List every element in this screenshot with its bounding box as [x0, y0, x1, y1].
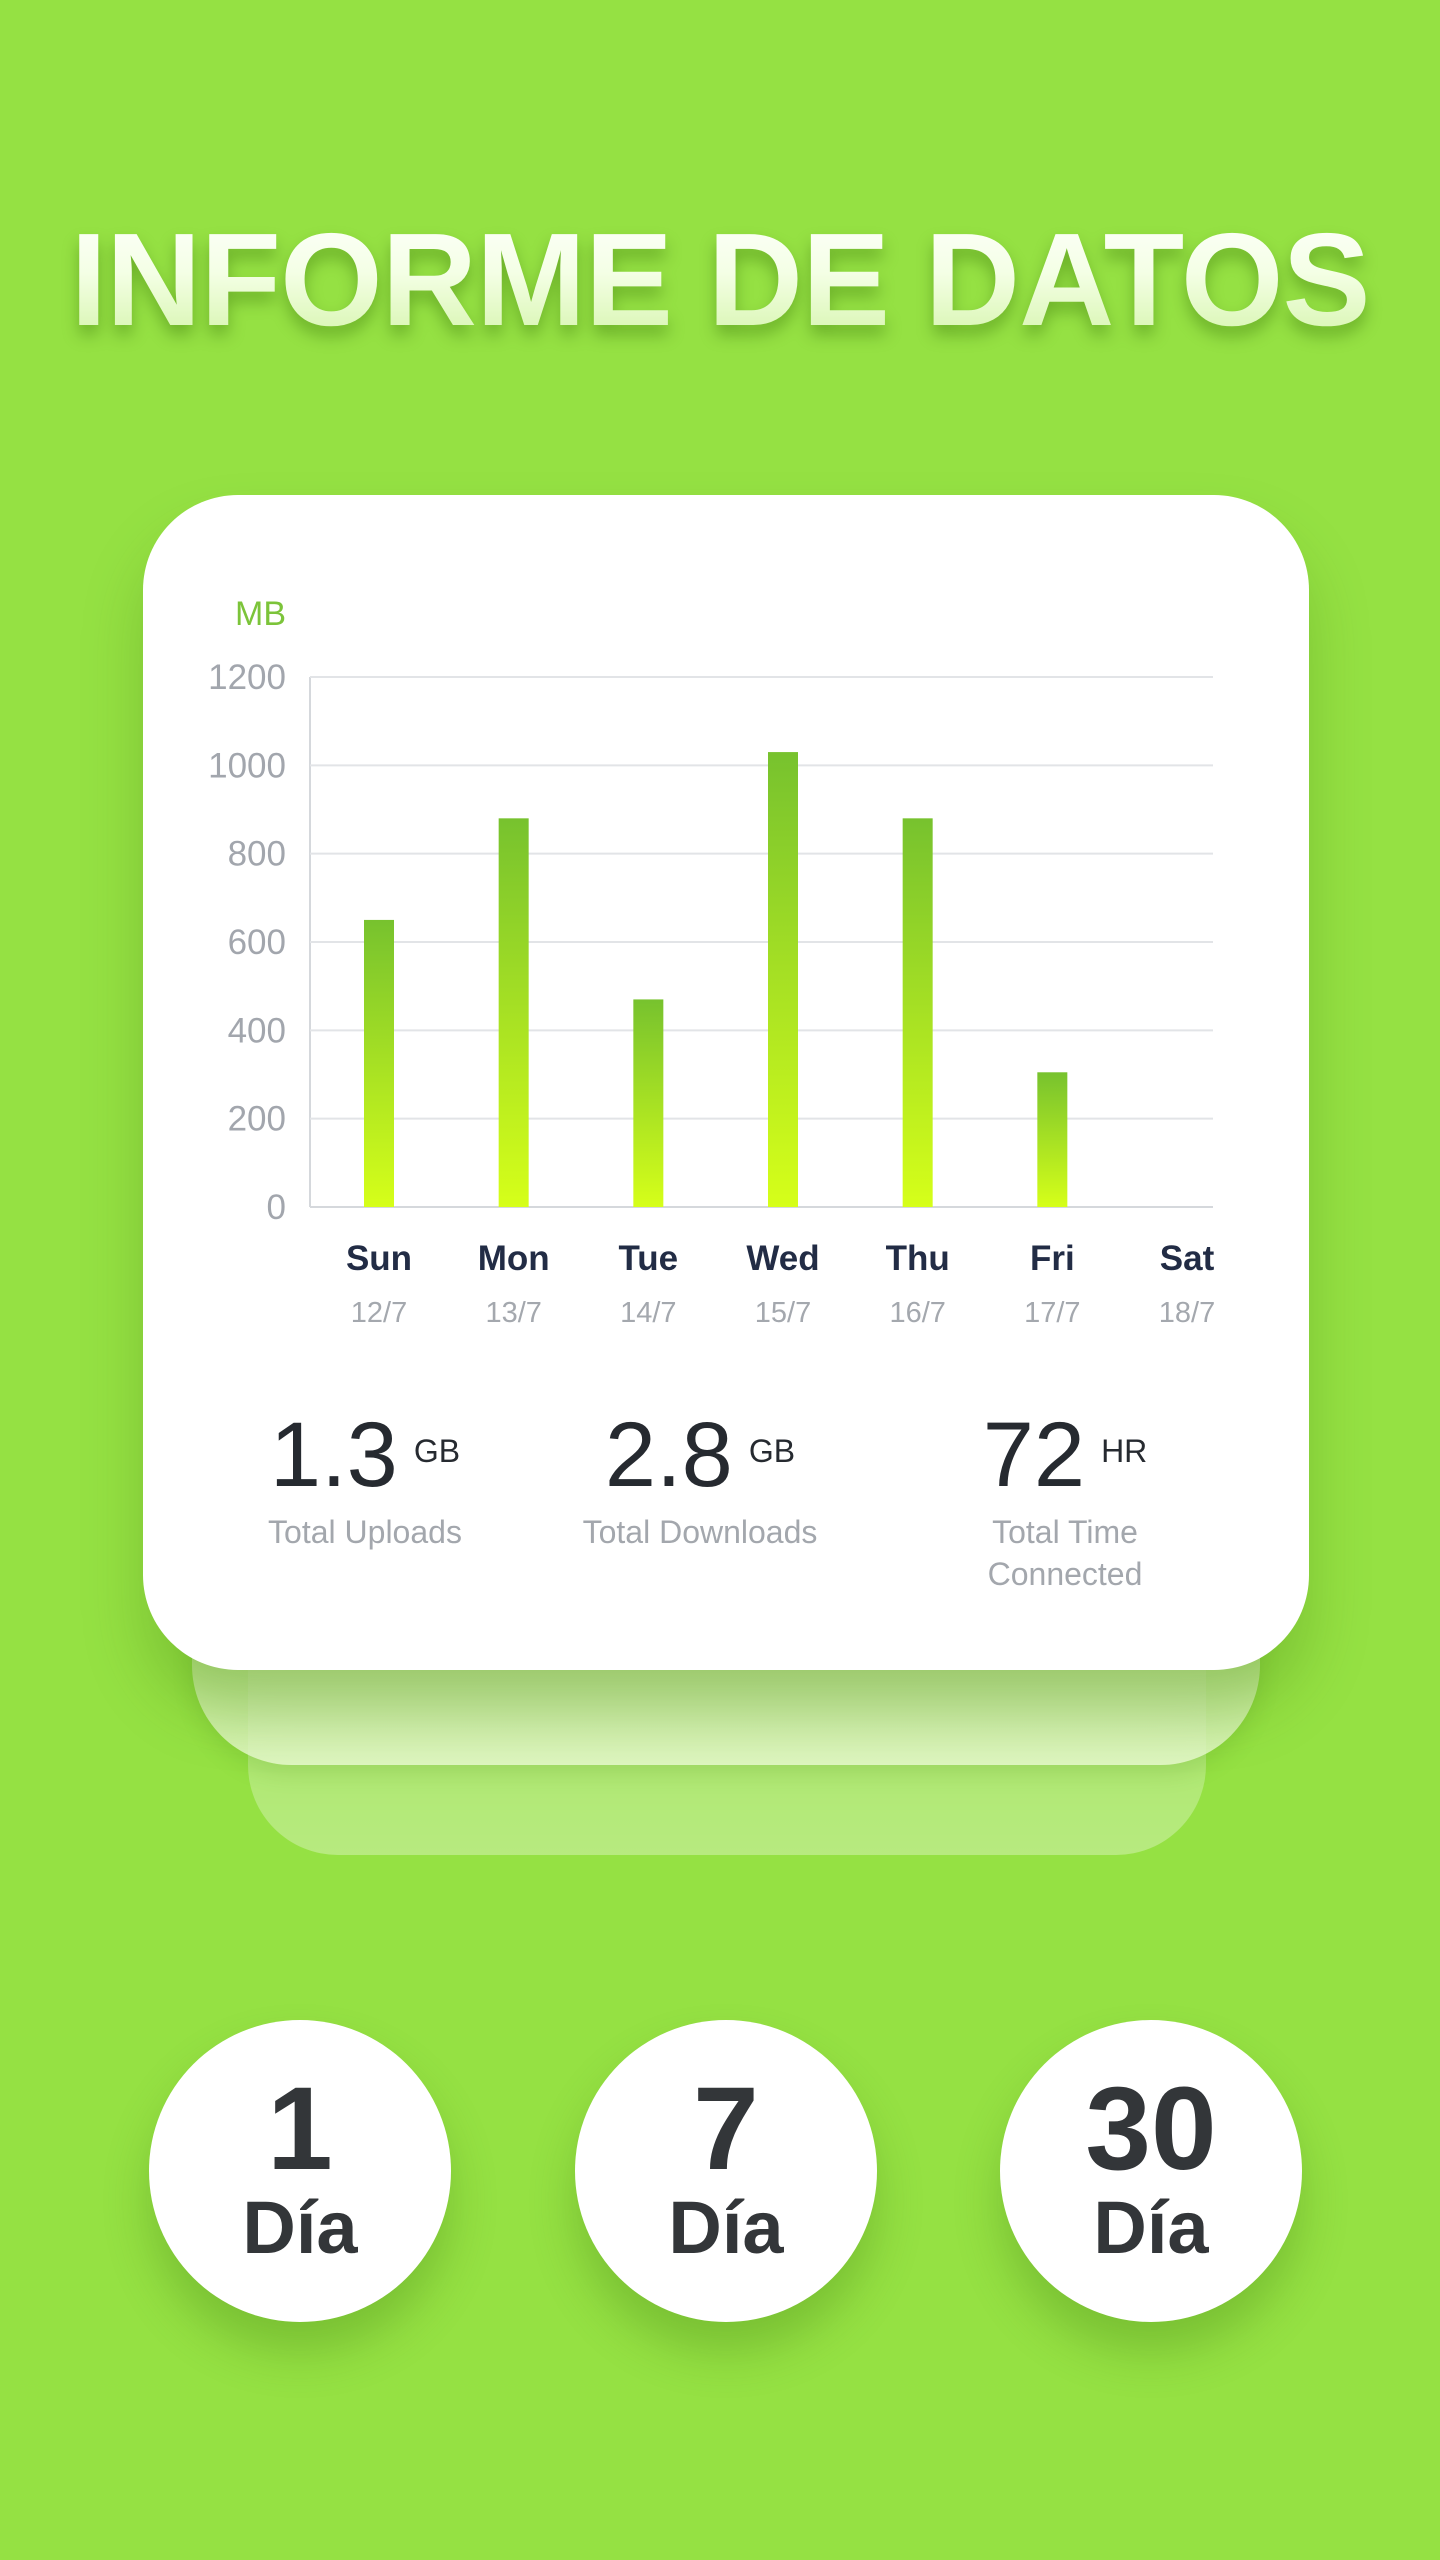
x-tick-date-label: 17/7: [1024, 1297, 1080, 1329]
x-tick-date-label: 16/7: [889, 1297, 945, 1329]
stat-label: Total Downloads: [582, 1514, 818, 1550]
period-number: 7: [693, 2063, 759, 2195]
bar-sun: [364, 919, 394, 1207]
y-tick-label: 800: [228, 835, 286, 874]
bar-wed: [768, 752, 798, 1207]
y-tick-label: 400: [228, 1011, 286, 1050]
stat-unit: GB: [413, 1433, 461, 1469]
period-30-day-button[interactable]: 30 Día: [1000, 2020, 1302, 2322]
x-tick-day-label: Wed: [746, 1239, 819, 1278]
y-tick-label: 0: [267, 1188, 286, 1227]
y-tick-label: 600: [228, 923, 286, 962]
x-tick-day-label: Thu: [886, 1239, 950, 1278]
stat-unit: GB: [748, 1433, 796, 1469]
stat-unit: HR: [1101, 1433, 1148, 1469]
stat-value: 2.8: [604, 1404, 733, 1506]
y-axis-unit: MB: [235, 595, 286, 633]
period-number: 1: [267, 2063, 333, 2195]
stat-total-uploads: 1.3 GB Total Uploads: [185, 1405, 545, 1553]
stat-label: Total Uploads: [268, 1514, 462, 1550]
stat-value: 72: [982, 1404, 1086, 1506]
stat-total-downloads: 2.8 GB Total Downloads: [520, 1405, 880, 1553]
period-number: 30: [1085, 2063, 1217, 2195]
y-tick-label: 1000: [208, 746, 286, 785]
period-label: Día: [242, 2186, 358, 2269]
bar-fri: [1037, 1072, 1068, 1207]
period-7-day-button[interactable]: 7 Día: [575, 2020, 877, 2322]
stat-label: Total Time Connected: [987, 1514, 1143, 1592]
y-tick-label: 1200: [208, 658, 286, 697]
bar-mon: [498, 818, 529, 1207]
x-tick-date-label: 18/7: [1159, 1297, 1215, 1329]
usage-bar-chart: MB 0 200 400 600 800 1000 1200 Sun 12/7 Mon 13/7 T…: [208, 595, 1215, 1329]
stat-value: 1.3: [269, 1404, 398, 1506]
bar-thu: [902, 818, 933, 1207]
x-tick-date-label: 13/7: [485, 1297, 541, 1329]
period-label: Día: [1093, 2186, 1209, 2269]
page-title: INFORME DE DATOS: [0, 205, 1440, 355]
x-tick-date-label: 12/7: [351, 1297, 407, 1329]
period-1-day-button[interactable]: 1 Día: [149, 2020, 451, 2322]
period-label: Día: [668, 2186, 784, 2269]
x-tick-day-label: Sat: [1160, 1239, 1215, 1278]
x-tick-date-label: 14/7: [620, 1297, 676, 1329]
x-tick-day-label: Sun: [346, 1239, 412, 1278]
y-tick-label: 200: [228, 1100, 286, 1139]
x-tick-date-label: 15/7: [755, 1297, 811, 1329]
x-tick-day-label: Tue: [619, 1239, 679, 1278]
stat-total-time-connected: 72 HR Total Time Connected: [945, 1405, 1185, 1595]
data-report-card: MB 0 200 400 600 800 1000 1200 Sun 12/7 Mon 13/7 T…: [143, 495, 1309, 1670]
x-tick-day-label: Fri: [1030, 1239, 1075, 1278]
bar-tue: [633, 999, 664, 1207]
x-tick-day-label: Mon: [478, 1239, 550, 1278]
